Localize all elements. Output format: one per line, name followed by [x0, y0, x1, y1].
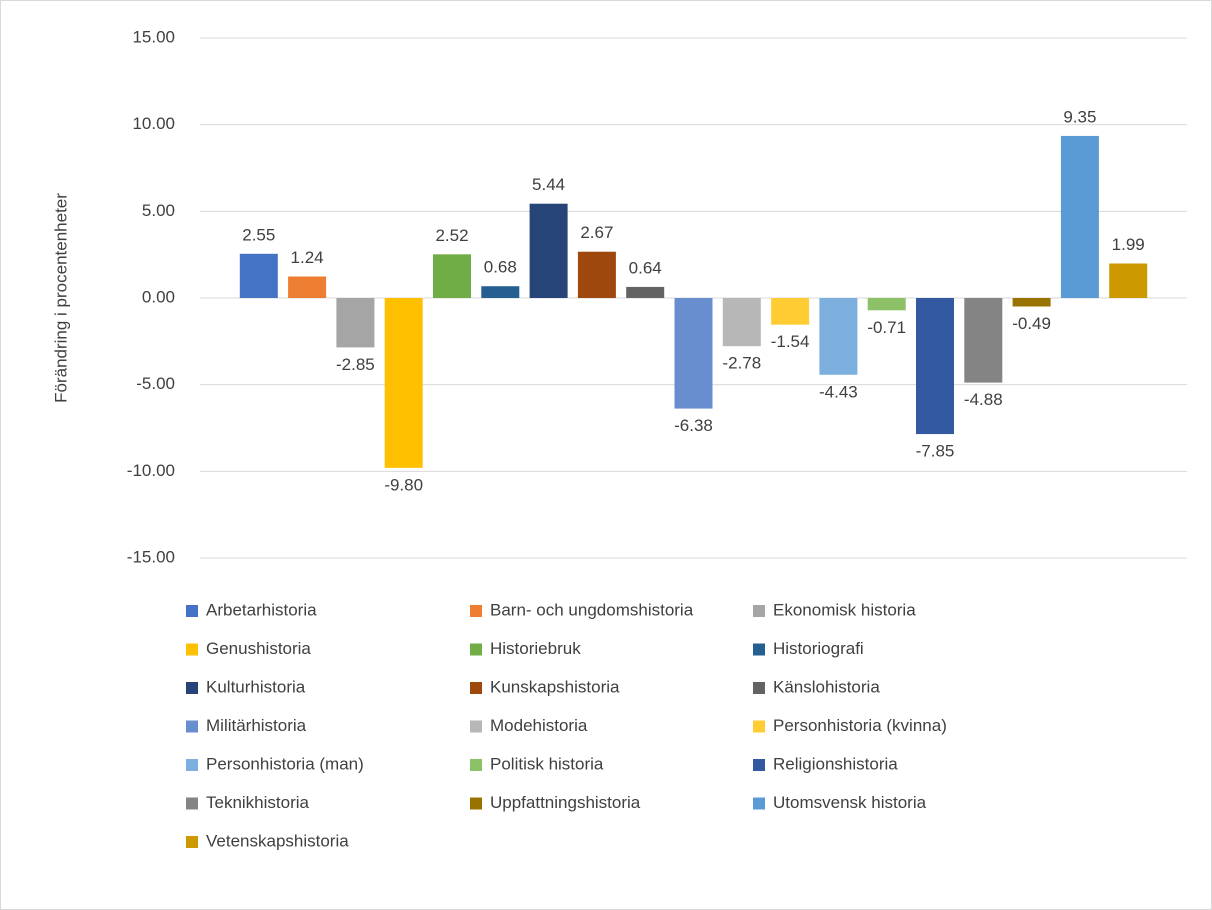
- bar: [722, 298, 761, 347]
- legend-label: Kunskapshistoria: [490, 677, 620, 696]
- legend-swatch: [470, 720, 482, 733]
- legend-swatch: [470, 682, 482, 694]
- legend-label: Personhistoria (man): [206, 754, 364, 773]
- legend-label: Politisk historia: [490, 754, 604, 773]
- y-tick-label: -10.00: [127, 461, 175, 480]
- legend-swatch: [753, 720, 765, 733]
- y-tick-label: 0.00: [142, 287, 175, 306]
- legend-label: Militärhistoria: [206, 716, 307, 735]
- data-label: 2.55: [242, 225, 275, 244]
- legend-swatch: [753, 605, 765, 617]
- legend-label: Historiebruk: [490, 639, 581, 658]
- bar: [964, 298, 1003, 383]
- legend-swatch: [186, 759, 198, 771]
- data-label: 1.24: [291, 248, 324, 267]
- legend-swatch: [753, 759, 765, 771]
- bar: [1060, 135, 1099, 298]
- bar: [867, 298, 906, 311]
- legend-swatch: [186, 720, 198, 733]
- y-tick-label: 15.00: [132, 27, 175, 46]
- y-tick-label: 10.00: [132, 114, 175, 133]
- legend-swatch: [186, 643, 198, 656]
- legend-label: Utomsvensk historia: [773, 793, 927, 812]
- bar: [384, 298, 423, 468]
- legend-label: Personhistoria (kvinna): [773, 716, 947, 735]
- y-axis-title: Förändring i procentenheter: [51, 193, 70, 403]
- legend-label: Genushistoria: [206, 639, 311, 658]
- bar: [1109, 263, 1148, 298]
- data-label: -4.43: [819, 382, 858, 401]
- legend-label: Känslohistoria: [773, 677, 880, 696]
- data-label: 2.67: [580, 223, 613, 242]
- y-tick-label: -5.00: [136, 374, 175, 393]
- y-tick-label: 5.00: [142, 201, 175, 220]
- bar: [481, 286, 520, 298]
- bar: [336, 298, 375, 348]
- legend-swatch: [753, 643, 765, 656]
- bar: [1012, 298, 1051, 307]
- bar: [577, 251, 616, 298]
- data-label: 0.68: [484, 258, 517, 277]
- legend-swatch: [186, 836, 198, 848]
- data-label: -0.71: [867, 318, 906, 337]
- legend-label: Kulturhistoria: [206, 677, 306, 696]
- legend-label: Barn- och ungdomshistoria: [490, 600, 694, 619]
- legend-swatch: [753, 797, 765, 810]
- data-label: 2.52: [435, 226, 468, 245]
- data-label: -2.85: [336, 355, 375, 374]
- legend-swatch: [186, 682, 198, 694]
- bar: [819, 298, 858, 375]
- bar: [288, 276, 327, 298]
- bar: [626, 286, 665, 298]
- bar: [529, 203, 568, 298]
- legend-swatch: [470, 605, 482, 617]
- legend-label: Vetenskapshistoria: [206, 831, 349, 850]
- data-label: -4.88: [964, 390, 1003, 409]
- bar: [239, 253, 278, 298]
- legend-label: Teknikhistoria: [206, 793, 310, 812]
- legend-swatch: [186, 605, 198, 617]
- data-label: -2.78: [722, 354, 761, 373]
- data-label: 0.64: [629, 258, 662, 277]
- legend-label: Religionshistoria: [773, 754, 898, 773]
- legend-label: Arbetarhistoria: [206, 600, 317, 619]
- data-label: -7.85: [916, 442, 955, 461]
- legend-label: Historiografi: [773, 639, 864, 658]
- bar: [674, 298, 713, 409]
- bar: [916, 298, 954, 435]
- data-label: -6.38: [674, 416, 713, 435]
- legend-label: Uppfattningshistoria: [490, 793, 641, 812]
- data-label: -9.80: [384, 475, 423, 494]
- y-tick-label: -15.00: [127, 547, 175, 566]
- legend-label: Ekonomisk historia: [773, 600, 916, 619]
- data-label: 5.44: [532, 175, 565, 194]
- legend-swatch: [470, 759, 482, 771]
- legend-label: Modehistoria: [490, 716, 588, 735]
- data-label: -0.49: [1012, 314, 1051, 333]
- data-label: 9.35: [1063, 107, 1096, 126]
- legend-swatch: [470, 797, 482, 810]
- legend-swatch: [753, 682, 765, 694]
- data-label: 1.99: [1112, 235, 1145, 254]
- legend-swatch: [186, 797, 198, 810]
- bar: [771, 298, 810, 325]
- bar: [433, 254, 471, 298]
- legend-swatch: [470, 643, 482, 656]
- data-label: -1.54: [771, 332, 810, 351]
